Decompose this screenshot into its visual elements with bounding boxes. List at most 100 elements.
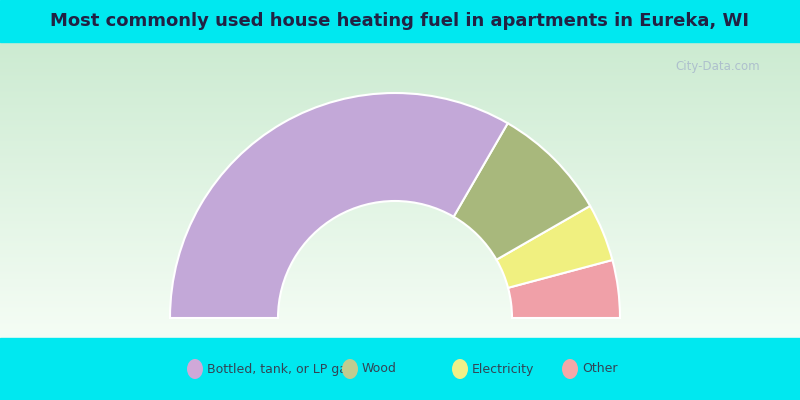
Bar [0,131,800,132]
Bar [0,209,800,210]
Bar [0,200,800,201]
Bar [0,334,800,335]
Bar [0,324,800,325]
Bar [0,248,800,249]
Bar [0,91,800,92]
Bar [0,65,800,66]
Bar [0,179,800,180]
Bar [0,196,800,197]
Bar [0,155,800,156]
Bar [0,57,800,58]
Bar [0,260,800,261]
Bar [0,256,800,257]
Bar [0,189,800,190]
Bar [0,230,800,231]
Bar [0,64,800,65]
Bar [0,45,800,46]
Bar [0,285,800,286]
Bar [0,282,800,283]
Bar [0,203,800,204]
Bar [0,244,800,245]
Bar [0,66,800,67]
Bar [0,133,800,134]
Bar [0,325,800,326]
Bar [0,49,800,50]
Bar [0,239,800,240]
Bar [0,222,800,223]
Bar [0,88,800,89]
Bar [0,305,800,306]
Bar [0,46,800,47]
Bar [0,97,800,98]
Text: Other: Other [582,362,618,376]
Bar [0,90,800,91]
Bar [0,241,800,242]
Bar [0,83,800,84]
Bar [0,169,800,170]
Bar [0,63,800,64]
Bar [0,255,800,256]
Bar [0,153,800,154]
Bar [0,253,800,254]
Bar [0,62,800,63]
Bar [0,150,800,151]
Bar [0,166,800,167]
Bar [0,117,800,118]
Bar [0,162,800,163]
Bar [0,295,800,296]
Bar [0,251,800,252]
Bar [0,136,800,137]
Bar [0,70,800,71]
Bar [0,126,800,127]
Bar [0,197,800,198]
Bar [0,148,800,149]
Bar [0,156,800,157]
Bar [0,198,800,199]
Bar [0,246,800,247]
Bar [0,252,800,253]
Bar [0,151,800,152]
Bar [0,102,800,103]
Bar [0,146,800,147]
Bar [0,278,800,279]
Bar [0,134,800,135]
Bar [0,178,800,179]
Bar [0,213,800,214]
Bar [0,223,800,224]
Bar [0,261,800,262]
Text: Bottled, tank, or LP gas: Bottled, tank, or LP gas [207,362,354,376]
Bar [0,275,800,276]
Bar [0,217,800,218]
Bar [0,186,800,187]
Bar [0,170,800,171]
Bar [0,111,800,112]
Bar [0,247,800,248]
Bar [0,82,800,83]
Bar [0,157,800,158]
Bar [0,193,800,194]
Bar [0,135,800,136]
Bar [0,330,800,331]
Bar [0,188,800,189]
Bar [0,235,800,236]
Bar [0,158,800,159]
Bar [0,315,800,316]
Bar [0,138,800,139]
Bar [0,280,800,281]
Bar [0,139,800,140]
Bar [0,259,800,260]
Bar [0,263,800,264]
Bar [0,176,800,177]
Bar [0,331,800,332]
Bar [0,120,800,121]
Bar [0,220,800,221]
Bar [0,154,800,155]
Bar [0,274,800,275]
Bar [0,177,800,178]
Bar [0,214,800,215]
Bar [0,205,800,206]
Bar [0,312,800,313]
Bar [0,299,800,300]
Bar [0,335,800,336]
Ellipse shape [452,359,468,379]
